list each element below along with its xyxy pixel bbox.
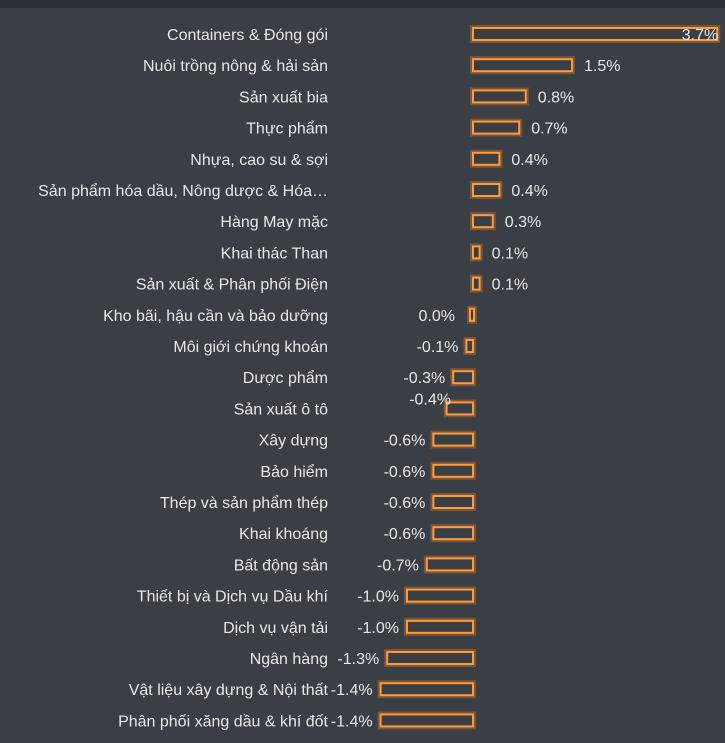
category-label: Nhựa, cao su & sợi — [190, 152, 328, 169]
bar — [432, 495, 474, 509]
category-label: Xây dựng — [259, 433, 328, 450]
bar — [472, 120, 521, 135]
category-label: Phân phối xăng dầu & khí đốt — [118, 713, 328, 730]
bar — [472, 183, 501, 197]
value-label: -1.4% — [331, 713, 373, 730]
bar — [472, 245, 481, 260]
category-label: Hàng May mặc — [220, 214, 328, 231]
category-label: Dịch vụ vận tải — [223, 620, 328, 637]
bar — [472, 151, 501, 166]
value-label: 0.1% — [492, 277, 528, 294]
value-label: -0.6% — [384, 526, 426, 543]
category-label: Bất động sản — [234, 557, 328, 574]
value-label: -1.4% — [331, 682, 373, 699]
value-labels: 3.7% 1.5% 0.8% 0.7% 0.4% 0.4% 0.3% 0.1% 0.1% 0.0%… — [331, 27, 718, 730]
category-label: Thực phẩm — [246, 120, 328, 138]
category-label: Sản phẩm hóa dầu, Nông dược & Hóa… — [38, 182, 328, 200]
category-label: Nuôi trồng nông & hải sản — [143, 58, 328, 75]
value-label: -1.0% — [357, 589, 399, 606]
value-label: -0.3% — [403, 370, 445, 387]
category-label: Sản xuất ô tô — [234, 401, 328, 418]
bar — [432, 463, 474, 478]
category-label: Thép và sản phẩm thép — [160, 494, 328, 512]
bar — [425, 557, 474, 572]
value-label: -0.6% — [384, 433, 426, 450]
top-strip — [0, 0, 725, 8]
category-label: Dược phẩm — [243, 369, 328, 387]
category-labels: Containers & Đóng gói Nuôi trồng nông & h… — [38, 27, 328, 730]
value-label: -0.6% — [384, 464, 426, 481]
value-label: 0.4% — [511, 152, 547, 169]
bar — [465, 339, 474, 353]
value-label: 0.0% — [419, 308, 455, 325]
category-label: Ngân hàng — [250, 651, 328, 668]
category-label: Kho bãi, hậu cần và bảo dưỡng — [103, 308, 328, 325]
value-label: -1.3% — [337, 651, 379, 668]
category-label: Khai khoáng — [239, 526, 328, 543]
bar — [452, 370, 475, 385]
bar — [432, 526, 474, 541]
category-label: Sản xuất & Phân phối Điện — [136, 277, 328, 294]
bar — [472, 27, 719, 41]
category-label: Containers & Đóng gói — [167, 27, 328, 44]
category-label: Vật liệu xây dựng & Nội thất — [129, 682, 329, 699]
value-label: 0.3% — [505, 214, 541, 231]
value-label: 0.7% — [531, 121, 567, 138]
value-label: 1.5% — [584, 58, 620, 75]
category-label: Bảo hiểm — [260, 463, 328, 481]
value-label: -1.0% — [357, 620, 399, 637]
bar — [379, 682, 475, 697]
bar — [472, 214, 494, 229]
value-label: -0.7% — [377, 557, 419, 574]
bar — [379, 713, 475, 728]
category-label: Sản xuất bia — [239, 89, 328, 106]
bar — [445, 401, 475, 416]
bar — [472, 58, 573, 73]
value-label: 3.7% — [682, 27, 718, 44]
bars-layer — [377, 25, 721, 730]
bar — [406, 588, 474, 603]
category-label: Thiết bị và Dịch vụ Dầu khí — [137, 589, 329, 606]
bar — [472, 89, 527, 104]
category-label: Môi giới chứng khoán — [173, 339, 328, 356]
value-label: -0.1% — [417, 339, 459, 356]
bar — [472, 276, 481, 291]
bar — [432, 432, 474, 447]
bar — [406, 619, 474, 634]
value-label: -0.6% — [384, 495, 426, 512]
value-label: 0.4% — [511, 183, 547, 200]
value-label: -0.4% — [409, 391, 451, 408]
value-label: 0.8% — [538, 89, 574, 106]
value-label: 0.1% — [492, 245, 528, 262]
bar — [386, 651, 475, 665]
bar — [469, 307, 475, 322]
category-label: Khai thác Than — [221, 245, 328, 262]
